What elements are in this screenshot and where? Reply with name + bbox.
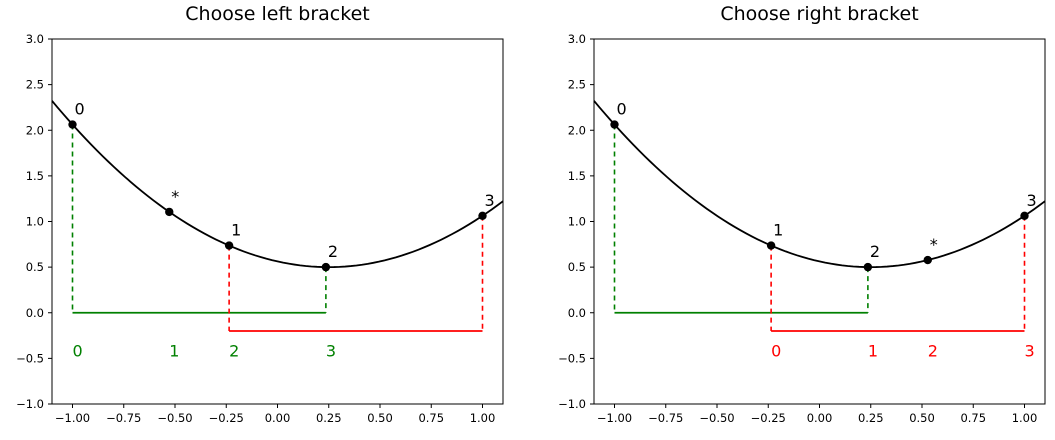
point-label: 2	[328, 242, 338, 261]
y-tick-label: 2.0	[568, 123, 586, 137]
iteration-label: 2	[229, 341, 239, 360]
y-tick-label: 1.0	[568, 215, 586, 229]
point-label: 0	[617, 100, 627, 119]
y-tick-label: 0.0	[26, 306, 44, 320]
data-point	[68, 120, 77, 129]
y-tick-label: −1.0	[558, 397, 586, 411]
subplot: −1.00 −0.75 −0.50 −0.25 0.00 0.25 0.50 0.75 1.00…	[558, 32, 1046, 425]
data-point	[923, 255, 932, 265]
point-label: 0	[75, 100, 85, 119]
x-tick-label: 0.75	[960, 411, 986, 425]
iteration-label: 3	[326, 341, 336, 360]
x-tick-label: −0.50	[157, 411, 192, 425]
point-label: 1	[231, 221, 241, 240]
iteration-label: 0	[771, 341, 781, 360]
y-tick-label: 3.0	[26, 32, 44, 46]
point-label: 3	[485, 191, 495, 210]
right-plot-title: Choose right bracket	[720, 3, 919, 25]
y-tick-label: 0.0	[568, 306, 586, 320]
x-tick-label: 0.50	[909, 411, 935, 425]
iteration-label: 0	[73, 341, 83, 360]
data-point	[610, 120, 619, 129]
point-label: 1	[773, 221, 783, 240]
data-point	[224, 241, 234, 250]
x-tick-label: −0.25	[751, 411, 786, 425]
x-tick-label: 0.25	[316, 411, 342, 425]
data-point	[321, 262, 331, 272]
y-tick-label: 2.0	[26, 123, 44, 137]
y-tick-label: 0.5	[568, 260, 586, 274]
point-label: *	[171, 187, 179, 206]
x-tick-label: 0.50	[367, 411, 393, 425]
y-tick-label: 1.0	[26, 215, 44, 229]
y-tick-label: 1.5	[568, 169, 586, 183]
x-tick-label: −0.75	[106, 411, 141, 425]
point-label: *	[930, 235, 938, 254]
axes-frame	[593, 38, 1046, 405]
axes-frame	[51, 38, 504, 405]
point-label: 2	[870, 242, 880, 261]
red-bracket	[228, 215, 484, 332]
green-bracket	[613, 124, 869, 314]
x-tick-label: 0.00	[265, 411, 291, 425]
data-point	[863, 262, 873, 272]
iteration-label: 1	[868, 341, 878, 360]
iteration-label: 1	[169, 341, 179, 360]
iteration-label: 3	[1025, 341, 1035, 360]
y-tick-label: 2.5	[26, 78, 44, 92]
y-tick-label: 3.0	[568, 32, 586, 46]
function-curve	[593, 100, 1046, 269]
x-tick-label: 0.00	[807, 411, 833, 425]
iteration-label: 2	[928, 341, 938, 360]
y-tick-label: −0.5	[16, 351, 44, 365]
y-tick-label: 2.5	[568, 78, 586, 92]
y-tick-label: 0.5	[26, 260, 44, 274]
x-tick-label: −1.00	[55, 411, 90, 425]
data-point	[1020, 211, 1029, 220]
data-point	[478, 211, 487, 220]
y-tick-label: −0.5	[558, 351, 586, 365]
left-plot-title: Choose left bracket	[185, 3, 370, 25]
x-tick-label: 1.00	[470, 411, 496, 425]
x-tick-label: −0.75	[648, 411, 683, 425]
x-tick-label: −0.25	[209, 411, 244, 425]
data-point	[766, 241, 776, 250]
y-tick-label: −1.0	[16, 397, 44, 411]
data-point	[165, 207, 174, 217]
y-tick-label: 1.5	[26, 169, 44, 183]
x-tick-label: 0.25	[858, 411, 884, 425]
subplot: −1.00 −0.75 −0.50 −0.25 0.00 0.25 0.50 0.75 1.00…	[16, 32, 504, 425]
red-bracket	[770, 215, 1026, 332]
point-label: 3	[1027, 191, 1037, 210]
x-tick-label: −1.00	[597, 411, 632, 425]
green-bracket	[71, 124, 327, 314]
x-tick-label: 0.75	[418, 411, 444, 425]
function-curve	[51, 100, 504, 269]
x-tick-label: −0.50	[699, 411, 734, 425]
x-tick-label: 1.00	[1012, 411, 1038, 425]
